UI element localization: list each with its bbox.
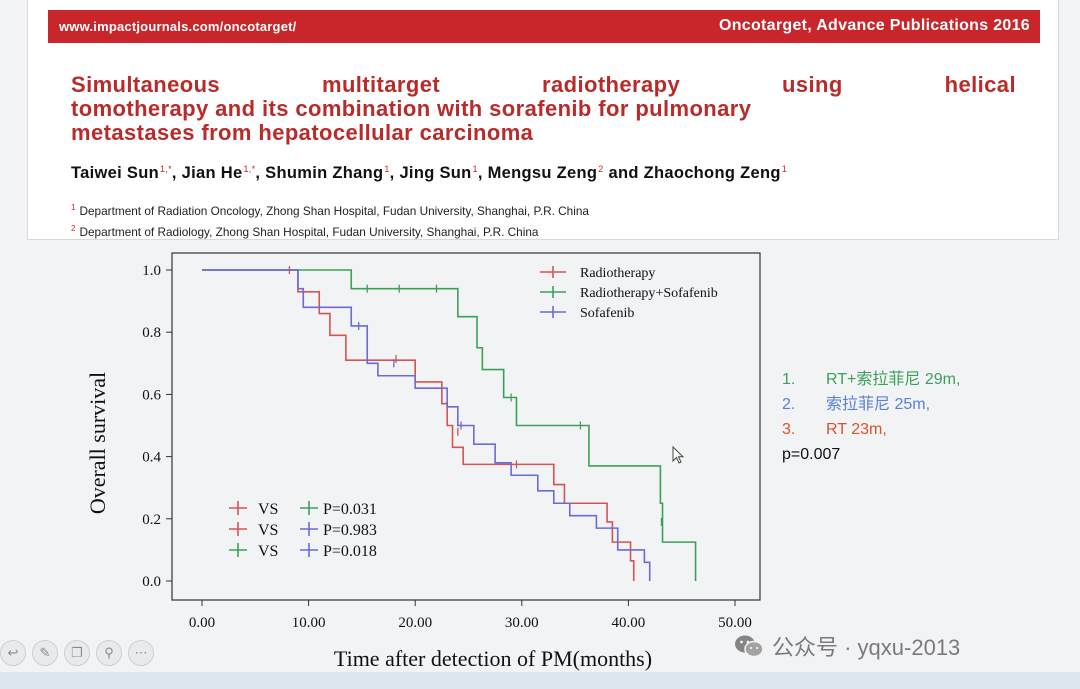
paper-title-line-2: tomotherapy and its combination with sor… <box>71 96 752 121</box>
axis-ticks: 0.00 10.00 20.00 30.00 40.00 50.00 0.0 0.2 0.4 0.… <box>142 263 752 631</box>
survival-curves <box>202 266 697 581</box>
legend: Radiotherapy Radiotherapy+Sofafenib Sofafe… <box>540 266 718 321</box>
affiliation-text: Department of Radiation Oncology, Zhong … <box>79 203 589 218</box>
x-tick-label: 10.00 <box>292 615 326 631</box>
title-word: Simultaneous <box>71 72 221 97</box>
y-axis-label: Overall survival <box>85 372 110 514</box>
survival-chart: 0.00 10.00 20.00 30.00 40.00 50.00 0.0 0.2 0.4 0.… <box>85 252 761 671</box>
journal-name: Oncotarget, Advance Publications 2016 <box>718 17 1030 34</box>
paper-title-line-1: Simultaneous multitarget radiotherapy us… <box>71 73 1016 97</box>
summary-text: RT+索拉菲尼 29m, <box>826 371 961 388</box>
comparison-p-value: P=0.983 <box>323 522 377 539</box>
y-tick-label: 0.0 <box>142 574 161 590</box>
summary-number: 1. <box>782 371 796 388</box>
comparison-vs: VS <box>258 501 278 518</box>
comparison-vs: VS <box>258 522 278 539</box>
author-affiliation-mark: 1,* <box>159 164 172 174</box>
x-axis-label: Time after detection of PM(months) <box>334 646 652 671</box>
pen-icon[interactable]: ✎ <box>32 640 58 666</box>
median-survival-summary: 1. RT+索拉菲尼 29m, 2. 索拉菲尼 25m, 3. RT 23m, … <box>782 367 960 467</box>
paper-header: www.impactjournals.com/oncotarget/ Oncot… <box>27 0 1059 240</box>
survival-curve <box>202 269 697 581</box>
summary-item: 2. 索拉菲尼 25m, <box>782 392 960 417</box>
summary-item: 1. RT+索拉菲尼 29m, <box>782 367 960 392</box>
x-tick-label: 0.00 <box>189 615 215 631</box>
zoom-icon[interactable]: ⚲ <box>96 640 122 666</box>
back-icon[interactable]: ↩ <box>0 640 26 666</box>
author-name: Taiwei Sun <box>71 164 159 182</box>
affiliation-number: 2 <box>71 224 76 233</box>
title-word: helical <box>944 72 1016 97</box>
y-tick-label: 0.4 <box>142 450 161 466</box>
journal-banner: www.impactjournals.com/oncotarget/ Oncot… <box>48 10 1040 43</box>
more-icon[interactable]: ⋯ <box>128 640 154 666</box>
viewer-toolbar: ↩ ✎ ❐ ⚲ ⋯ <box>0 640 154 666</box>
author-name: Shumin Zhang <box>265 164 384 182</box>
summary-item: 3. RT 23m, <box>782 417 960 442</box>
legend-label: Radiotherapy+Sofafenib <box>580 286 718 301</box>
summary-p-value: p=0.007 <box>782 446 841 463</box>
p-value-comparisons: VS P=0.031 VS P=0.983 VS P=0.018 <box>229 501 377 560</box>
summary-text: RT 23m, <box>826 421 887 438</box>
affiliation-1: 1 Department of Radiation Oncology, Zhong… <box>71 203 589 218</box>
y-tick-label: 0.6 <box>142 387 161 403</box>
legend-label: Sofafenib <box>580 306 634 321</box>
affiliation-number: 1 <box>71 203 76 212</box>
comparison-p-value: P=0.018 <box>323 543 377 560</box>
comparison-p-value: P=0.031 <box>323 501 377 518</box>
plot-frame <box>171 252 761 601</box>
y-tick-label: 0.8 <box>142 325 161 341</box>
y-tick-label: 1.0 <box>142 263 161 279</box>
author-affiliation-mark: 1 <box>781 164 788 174</box>
author-name: Jian He <box>181 164 243 182</box>
author-name: Mengsu Zeng <box>487 164 598 182</box>
summary-text: 索拉菲尼 25m, <box>826 396 931 413</box>
author-affiliation-mark: 1 <box>384 164 390 174</box>
title-word: radiotherapy <box>542 72 681 97</box>
paper-title-line-3: metastases from hepatocellular carcinoma <box>71 120 534 145</box>
watermark-text: 公众号 · yqxu-2013 <box>772 635 961 660</box>
title-word: multitarget <box>322 72 441 97</box>
comparison-vs: VS <box>258 543 278 560</box>
author-list: Taiwei Sun1,*, Jian He1,*, Shumin Zhang1… <box>71 164 788 182</box>
journal-url[interactable]: www.impactjournals.com/oncotarget/ <box>59 19 297 34</box>
affiliation-2: 2 Department of Radiology, Zhong Shan Hos… <box>71 224 538 239</box>
summary-number: 3. <box>782 421 796 438</box>
legend-label: Radiotherapy <box>580 266 655 281</box>
author-affiliation-mark: 2 <box>598 164 604 174</box>
x-tick-label: 50.00 <box>718 615 752 631</box>
wechat-icon <box>735 635 764 658</box>
mouse-cursor-icon <box>672 446 685 464</box>
title-word: using <box>782 72 843 97</box>
plot-border <box>171 252 761 601</box>
author-name: Jing Sun <box>399 164 472 182</box>
bottom-bar <box>0 672 1080 689</box>
x-tick-label: 30.00 <box>505 615 539 631</box>
author-conjunction: and <box>608 164 639 182</box>
wechat-watermark: 公众号 · yqxu-2013 <box>734 630 960 662</box>
affiliation-text: Department of Radiology, Zhong Shan Hosp… <box>79 224 539 239</box>
survival-curve <box>202 269 635 581</box>
author-affiliation-mark: 1 <box>472 164 478 174</box>
copy-icon[interactable]: ❐ <box>64 640 90 666</box>
survival-curve <box>202 269 651 581</box>
summary-number: 2. <box>782 396 796 413</box>
author-affiliation-mark: 1,* <box>243 164 256 174</box>
author-name: Zhaochong Zeng <box>643 164 781 182</box>
x-tick-label: 20.00 <box>398 615 432 631</box>
y-tick-label: 0.2 <box>142 512 161 528</box>
x-tick-label: 40.00 <box>612 615 646 631</box>
